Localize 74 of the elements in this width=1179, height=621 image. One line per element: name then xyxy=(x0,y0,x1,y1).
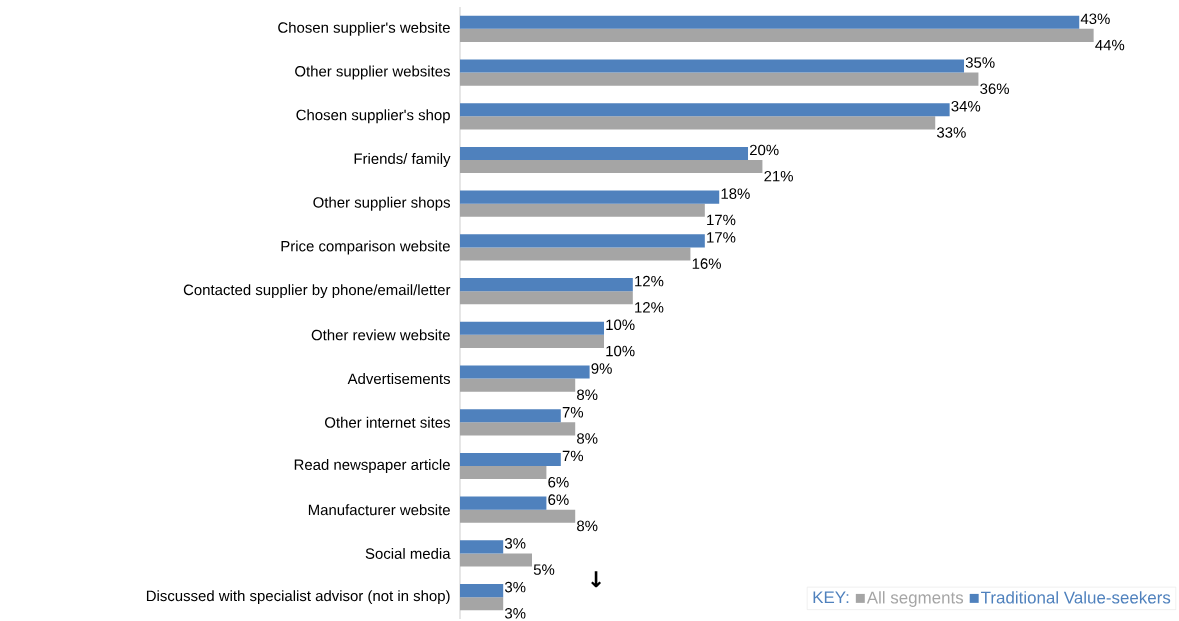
data-label: 10% xyxy=(606,345,635,357)
legend-label: Traditional Value-seekers xyxy=(981,591,1171,604)
bar xyxy=(460,234,705,248)
data-label: 33% xyxy=(936,127,966,138)
data-label: 8% xyxy=(577,520,598,532)
data-label: 3% xyxy=(504,581,526,593)
bar xyxy=(460,584,504,598)
bar xyxy=(460,190,720,204)
bar xyxy=(460,146,749,160)
bar xyxy=(460,509,576,523)
data-label: 35% xyxy=(965,57,995,68)
y-tick-label: Social media xyxy=(365,547,451,559)
bar xyxy=(460,378,576,392)
data-label: 20% xyxy=(749,144,779,156)
legend-label: All segments xyxy=(866,591,964,607)
data-label: 36% xyxy=(980,83,1009,95)
data-label: 9% xyxy=(591,363,612,374)
data-label: 6% xyxy=(548,476,569,488)
y-tick-label: Contacted supplier by phone/email/letter xyxy=(183,284,451,299)
y-tick-label: Advertisements xyxy=(347,373,451,385)
bar xyxy=(460,28,1094,42)
bar xyxy=(460,59,965,73)
bar xyxy=(460,597,504,611)
data-label: 44% xyxy=(1095,39,1125,51)
bar xyxy=(460,72,979,86)
bar xyxy=(460,466,547,480)
data-label: 18% xyxy=(721,188,750,199)
y-tick-label: Friends/ family xyxy=(354,153,451,167)
bar xyxy=(460,409,561,423)
data-label: 3% xyxy=(504,608,526,619)
bar xyxy=(460,203,705,217)
y-tick-label: Other supplier websites xyxy=(295,65,450,80)
annotation: ↓ xyxy=(591,571,602,588)
data-label: 7% xyxy=(562,407,584,418)
bar xyxy=(460,553,532,567)
y-tick-label: Read newspaper article xyxy=(294,459,450,473)
y-tick-label: Other supplier shops xyxy=(313,196,450,211)
y-tick-label: Chosen supplier's website xyxy=(278,21,450,36)
bar xyxy=(460,160,763,174)
data-label: 17% xyxy=(707,214,736,226)
data-label: 7% xyxy=(562,450,584,462)
bar xyxy=(460,278,633,292)
y-tick-label: Chosen supplier's shop xyxy=(296,109,450,124)
bar xyxy=(460,116,936,130)
bar xyxy=(460,103,950,117)
data-label: 5% xyxy=(533,564,555,575)
bar xyxy=(460,334,605,348)
bar xyxy=(460,321,605,335)
bar xyxy=(460,247,691,261)
y-tick-label: Manufacturer website xyxy=(308,504,450,516)
data-label: 34% xyxy=(951,100,981,112)
bar xyxy=(460,452,561,467)
data-label: 17% xyxy=(707,232,736,243)
data-label: 10% xyxy=(606,319,635,331)
data-label: 8% xyxy=(577,433,598,444)
bar xyxy=(460,422,576,436)
y-tick-label: Price comparison website xyxy=(281,240,450,255)
legend-title: KEY: xyxy=(813,591,849,604)
y-tick-label: Discussed with specialist advisor (not in shop) xyxy=(146,590,450,605)
data-label: 43% xyxy=(1080,13,1110,25)
data-label: 8% xyxy=(577,389,598,401)
bar xyxy=(460,496,547,510)
data-label: 3% xyxy=(504,538,526,549)
y-tick-label: Other internet sites xyxy=(325,416,450,428)
bar xyxy=(460,540,504,554)
data-label: 12% xyxy=(635,302,664,313)
data-label: 12% xyxy=(635,275,664,287)
data-label: 6% xyxy=(548,494,569,505)
data-label: 21% xyxy=(764,170,793,182)
data-label: 16% xyxy=(692,258,721,269)
bar xyxy=(460,365,590,379)
bar xyxy=(460,15,1080,29)
bar xyxy=(460,291,633,305)
y-tick-label: Other review website xyxy=(311,329,450,341)
